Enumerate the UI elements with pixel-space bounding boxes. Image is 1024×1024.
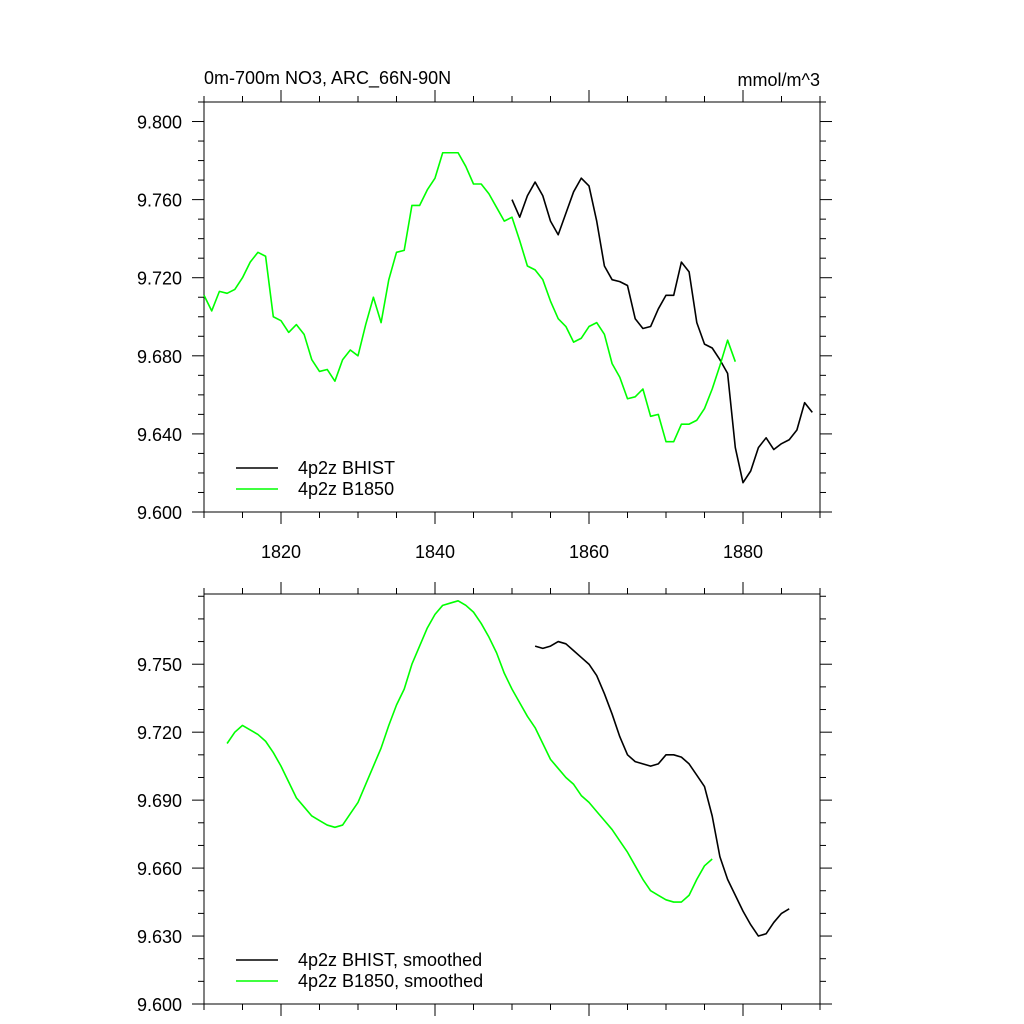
y-tick-label: 9.720	[137, 723, 182, 743]
legend-label: 4p2z B1850, smoothed	[298, 971, 483, 991]
x-tick-label: 1840	[415, 542, 455, 562]
y-tick-label: 9.630	[137, 927, 182, 947]
legend-label: 4p2z BHIST, smoothed	[298, 950, 482, 970]
series-line	[534, 640, 790, 937]
y-tick-label: 9.600	[137, 503, 182, 523]
x-tick-label: 1860	[569, 542, 609, 562]
y-tick-label: 9.600	[137, 995, 182, 1015]
y-tick-label: 9.640	[137, 425, 182, 445]
series-line	[511, 177, 813, 484]
series-line	[226, 600, 713, 903]
chart-title: 0m-700m NO3, ARC_66N-90N	[204, 68, 451, 89]
y-tick-label: 9.750	[137, 655, 182, 675]
legend-label: 4p2z B1850	[298, 479, 394, 499]
unit-label: mmol/m^3	[738, 70, 820, 90]
y-tick-label: 9.800	[137, 113, 182, 133]
y-tick-label: 9.760	[137, 191, 182, 211]
y-tick-label: 9.690	[137, 791, 182, 811]
series-line	[203, 151, 737, 443]
x-tick-label: 1880	[723, 542, 763, 562]
y-tick-label: 9.720	[137, 269, 182, 289]
y-tick-label: 9.680	[137, 347, 182, 367]
y-tick-label: 9.660	[137, 859, 182, 879]
x-tick-label: 1820	[261, 542, 301, 562]
legend-label: 4p2z BHIST	[298, 458, 395, 478]
